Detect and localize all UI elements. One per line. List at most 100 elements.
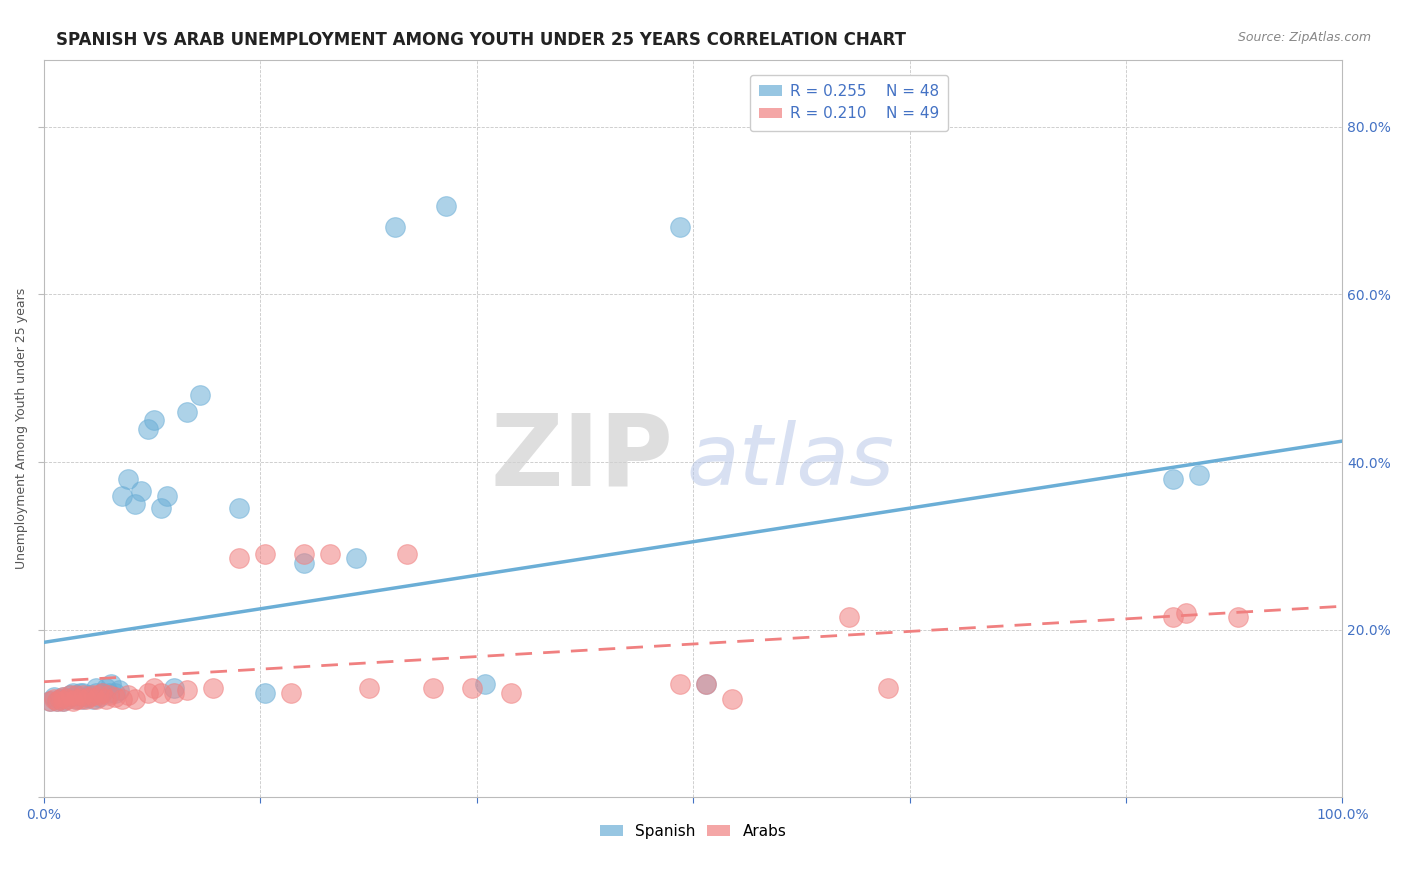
Point (136, 421, 159, 435)
Point (1163, 610, 1185, 624)
Point (111, 691, 134, 706)
Point (87, 688, 110, 702)
Point (228, 501, 250, 516)
Point (48, 691, 70, 706)
Point (72, 686, 94, 700)
Point (163, 686, 186, 700)
Point (69, 686, 91, 700)
Point (104, 690, 127, 704)
Point (76, 690, 98, 704)
Point (56, 691, 79, 706)
Point (131, 484, 153, 499)
Point (79, 688, 101, 702)
Point (163, 681, 186, 696)
Point (97, 688, 120, 702)
Point (201, 681, 224, 696)
Point (84, 686, 107, 700)
Point (59, 688, 82, 702)
Text: SPANISH VS ARAB UNEMPLOYMENT AMONG YOUTH UNDER 25 YEARS CORRELATION CHART: SPANISH VS ARAB UNEMPLOYMENT AMONG YOUTH… (56, 31, 907, 49)
Point (72, 691, 94, 706)
Point (100, 677, 122, 691)
Point (97, 686, 120, 700)
Point (111, 489, 134, 503)
Point (65, 688, 87, 702)
Point (82, 688, 104, 702)
Point (46, 694, 69, 708)
Point (117, 688, 139, 702)
Point (176, 683, 198, 698)
Point (156, 489, 179, 503)
Legend: Spanish, Arabs: Spanish, Arabs (593, 818, 793, 845)
Point (39, 694, 62, 708)
Point (344, 551, 367, 566)
Point (91, 686, 114, 700)
Point (44, 691, 66, 706)
Point (96, 681, 118, 696)
Point (318, 547, 340, 561)
Point (65, 688, 87, 702)
Point (1188, 467, 1211, 482)
Point (62, 694, 84, 708)
Point (149, 501, 172, 516)
Point (280, 686, 302, 700)
Point (82, 691, 104, 706)
Point (143, 681, 166, 696)
Point (104, 686, 127, 700)
Point (59, 688, 82, 702)
Point (695, 677, 717, 691)
Text: Source: ZipAtlas.com: Source: ZipAtlas.com (1237, 31, 1371, 45)
Point (1163, 472, 1185, 486)
Point (136, 686, 159, 700)
Point (436, 199, 458, 213)
Point (176, 405, 198, 419)
Point (721, 691, 744, 706)
Point (838, 610, 860, 624)
Point (669, 220, 692, 235)
Point (396, 547, 419, 561)
Point (501, 686, 523, 700)
Point (188, 388, 211, 402)
Point (62, 686, 84, 700)
Point (65, 691, 87, 706)
Point (461, 681, 484, 696)
Point (292, 556, 315, 570)
Point (384, 220, 406, 235)
Point (69, 691, 91, 706)
Point (52, 690, 75, 704)
Point (96, 691, 118, 706)
Point (228, 551, 250, 566)
Point (44, 690, 66, 704)
Point (695, 677, 717, 691)
Point (52, 694, 75, 708)
Point (75, 691, 97, 706)
Point (52, 690, 75, 704)
Point (876, 681, 898, 696)
Point (84, 691, 107, 706)
Point (52, 694, 75, 708)
Point (79, 690, 101, 704)
Point (56, 691, 79, 706)
Point (117, 472, 139, 486)
Point (1227, 610, 1250, 624)
Point (72, 688, 94, 702)
Point (84, 681, 107, 696)
Point (39, 694, 62, 708)
Point (124, 691, 146, 706)
Point (422, 681, 444, 696)
Point (253, 686, 276, 700)
Point (65, 691, 87, 706)
Point (48, 691, 70, 706)
Point (87, 690, 110, 704)
Point (357, 681, 380, 696)
Point (108, 683, 131, 698)
Point (1175, 606, 1198, 620)
Point (292, 547, 315, 561)
Point (143, 413, 166, 427)
Point (46, 694, 69, 708)
Point (91, 686, 114, 700)
Point (474, 677, 496, 691)
Point (253, 547, 276, 561)
Point (149, 686, 172, 700)
Point (124, 497, 146, 511)
Point (669, 677, 692, 691)
